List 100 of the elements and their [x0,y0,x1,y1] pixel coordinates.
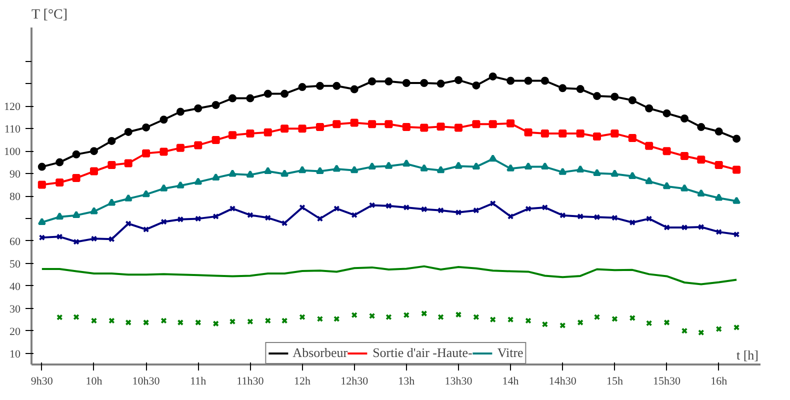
point [420,79,428,87]
point [38,218,46,226]
legend-label: Sortie d'air -Haute- [372,345,472,361]
point [697,156,706,164]
legend-label: Vitre [497,345,524,361]
point [680,114,688,122]
point [142,149,150,158]
point [610,170,619,177]
point [368,312,376,320]
point [299,204,306,211]
point [560,322,566,329]
point [160,148,168,156]
point [438,207,444,214]
point [558,84,567,92]
point [108,160,116,169]
point [681,224,688,231]
point [612,214,618,221]
point [334,316,340,322]
point [628,172,636,179]
point [472,120,480,128]
point [142,226,150,233]
y-tick-label: 100 [4,146,21,158]
point [368,202,376,208]
point [506,119,515,128]
point [108,198,116,206]
x-tick-label: 9h30 [30,376,54,388]
point [350,166,358,174]
x-tick-label: 14h30 [548,376,577,388]
point [280,124,289,133]
y-tick-label: 60 [10,236,21,248]
point [316,216,324,222]
point [384,120,393,128]
x-tick-label: 15h30 [653,376,682,388]
point [124,159,132,168]
point [558,168,567,175]
point [212,136,220,144]
point [714,194,723,201]
point [662,109,671,118]
point [592,168,601,176]
point [403,312,410,318]
point [228,94,236,102]
point [402,159,410,167]
point [316,166,324,174]
point [90,147,98,156]
point [299,314,306,320]
point [56,158,64,166]
point [454,76,462,84]
point [540,162,549,170]
y-axis-title: T [°C] [32,8,68,22]
point [577,319,584,326]
point [732,196,741,204]
point [280,90,289,98]
point [594,214,600,220]
point [646,320,652,326]
x-tick-label: 15h [606,376,624,388]
point [72,174,80,182]
point [490,200,496,207]
point [540,76,549,85]
point [247,212,254,218]
point [402,123,410,132]
point [716,326,722,332]
point [697,123,706,132]
point [732,134,741,143]
point [72,210,80,218]
point [524,162,532,170]
point [507,316,514,323]
y-tick-label: 10 [10,348,21,360]
point [73,238,80,245]
point [646,216,652,222]
point [662,147,671,156]
point [298,166,306,174]
point [298,124,306,133]
y-tick-label: 20 [10,326,21,338]
point [176,181,184,188]
point [160,218,167,225]
point [542,204,548,211]
point [645,104,654,112]
point [662,182,671,190]
point [384,77,393,86]
point [280,170,289,177]
point [281,318,288,324]
x-tick-label: 13h30 [444,376,473,388]
point [160,318,167,324]
point [90,207,98,214]
point [90,236,98,242]
point [176,144,184,152]
line-series [40,265,738,286]
point [264,90,272,98]
x-tick-label: 16h [710,376,728,388]
point [177,216,184,222]
point [108,236,115,242]
point [368,77,376,86]
point [488,120,497,128]
point [160,184,168,192]
point [264,214,272,221]
point [90,167,98,176]
point [488,72,497,80]
point [454,162,462,169]
point [592,132,601,140]
point [247,318,254,325]
